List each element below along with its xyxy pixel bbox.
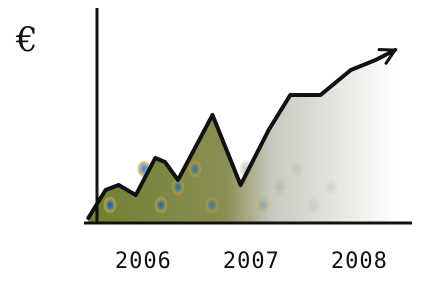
texture [103, 196, 117, 214]
chart: € 2006 2007 2008 [0, 0, 425, 285]
texture [307, 196, 321, 214]
x-tick-label: 2008 [331, 249, 388, 274]
texture [273, 178, 287, 196]
x-tick-label: 2006 [115, 249, 172, 274]
y-axis-label: € [15, 20, 38, 60]
texture [290, 160, 304, 178]
texture [154, 196, 168, 214]
texture [205, 196, 219, 214]
texture [324, 178, 338, 196]
texture [256, 196, 270, 214]
x-tick-label: 2007 [223, 249, 280, 274]
texture [188, 160, 202, 178]
